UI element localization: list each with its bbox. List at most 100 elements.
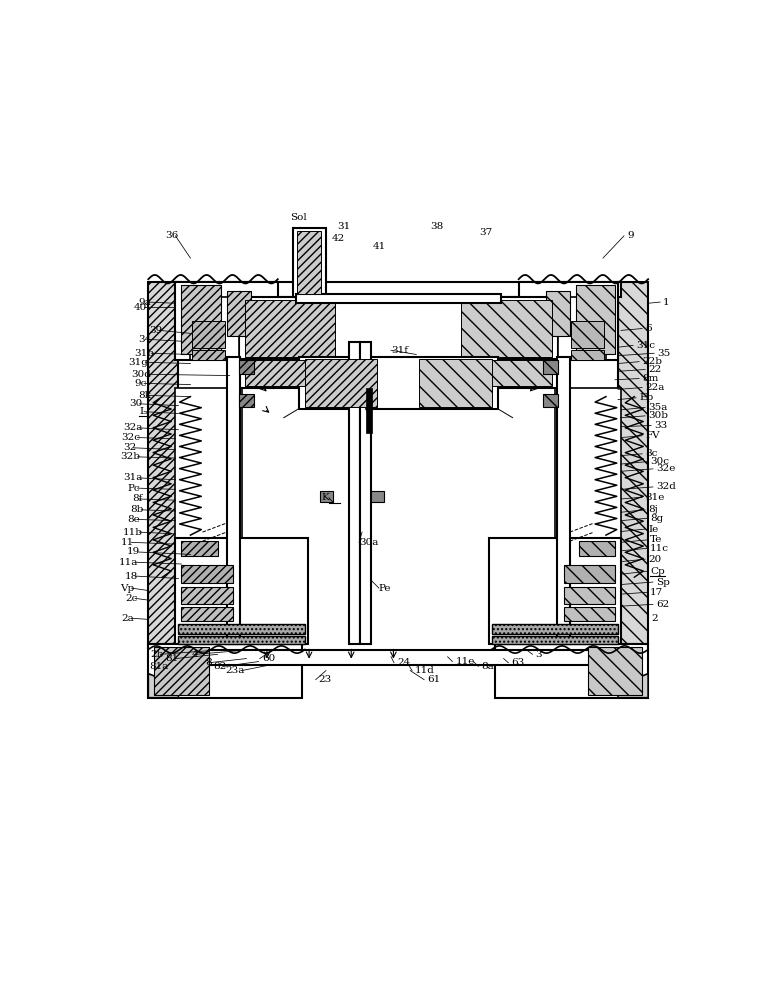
Bar <box>588 647 642 695</box>
Bar <box>542 394 558 407</box>
Text: 8c: 8c <box>645 449 657 458</box>
Text: 11b: 11b <box>122 528 142 537</box>
Text: 11d: 11d <box>415 666 435 675</box>
Bar <box>182 565 232 583</box>
Bar <box>371 491 384 502</box>
Text: 60: 60 <box>263 654 276 663</box>
Bar <box>227 357 240 644</box>
Text: 31g: 31g <box>128 358 148 367</box>
Text: Pe: Pe <box>379 584 392 593</box>
Bar <box>293 228 326 297</box>
Text: 30: 30 <box>129 399 142 408</box>
Bar <box>558 297 606 360</box>
Bar <box>555 388 621 538</box>
Text: Pc: Pc <box>128 484 141 493</box>
Text: 22: 22 <box>648 365 661 374</box>
Text: 32d: 32d <box>656 482 676 491</box>
Bar <box>571 350 605 360</box>
Text: 32b: 32b <box>120 452 141 461</box>
Bar <box>176 282 278 360</box>
Text: 11e: 11e <box>455 657 475 666</box>
Text: 8g: 8g <box>650 514 664 523</box>
Text: 39: 39 <box>149 326 162 335</box>
Text: Sol: Sol <box>291 213 307 222</box>
Text: Te: Te <box>650 535 662 544</box>
Bar <box>564 607 615 621</box>
Bar <box>420 359 492 407</box>
Text: 8k: 8k <box>138 391 152 400</box>
Text: FV: FV <box>645 431 660 440</box>
Text: 8: 8 <box>205 658 211 667</box>
Text: 30d: 30d <box>131 370 152 379</box>
Text: 31c: 31c <box>636 341 655 350</box>
Text: K: K <box>321 493 329 502</box>
Bar <box>305 359 377 407</box>
Text: Ep: Ep <box>639 393 653 402</box>
Text: 31e: 31e <box>645 493 664 502</box>
Text: 2b: 2b <box>150 650 163 659</box>
Text: 17: 17 <box>650 588 664 597</box>
Text: Vp: Vp <box>120 584 134 593</box>
Bar <box>192 350 225 360</box>
Bar <box>576 285 615 354</box>
Bar <box>296 294 500 303</box>
Text: 82: 82 <box>214 662 227 671</box>
Bar <box>492 624 618 634</box>
Polygon shape <box>365 409 372 413</box>
Bar <box>239 359 558 388</box>
Text: 6: 6 <box>645 324 652 333</box>
Bar <box>489 538 621 644</box>
Text: 31a: 31a <box>123 473 142 482</box>
Text: 35: 35 <box>657 349 671 358</box>
Text: 63: 63 <box>511 658 524 667</box>
Text: 9: 9 <box>627 231 634 240</box>
Bar <box>618 282 648 644</box>
Text: Ie: Ie <box>648 525 658 534</box>
Text: 22a: 22a <box>645 383 664 392</box>
Text: 32: 32 <box>123 443 136 452</box>
Bar <box>176 650 621 665</box>
Text: 1: 1 <box>664 298 670 307</box>
Text: 4: 4 <box>192 650 198 659</box>
Text: 8a: 8a <box>481 662 494 671</box>
Bar <box>519 282 618 360</box>
Bar <box>148 282 179 644</box>
Text: 37: 37 <box>479 228 492 237</box>
Text: 11: 11 <box>121 538 134 547</box>
Text: 8j: 8j <box>648 505 658 514</box>
Bar <box>245 360 317 386</box>
Bar <box>239 394 254 407</box>
Text: 38: 38 <box>430 222 444 231</box>
Bar <box>542 360 558 374</box>
Bar <box>192 321 225 348</box>
Text: 24: 24 <box>397 658 410 667</box>
Text: 8f: 8f <box>132 494 142 503</box>
Bar <box>299 357 497 409</box>
Text: 20: 20 <box>648 555 661 564</box>
Text: 22b: 22b <box>642 357 662 366</box>
Text: 30b: 30b <box>648 411 668 420</box>
Bar <box>479 360 552 386</box>
Text: 81: 81 <box>166 654 179 663</box>
Text: Cp: Cp <box>650 567 664 576</box>
Text: 19: 19 <box>127 547 141 556</box>
Bar <box>176 282 621 297</box>
Bar <box>239 297 558 360</box>
Text: 31b: 31b <box>134 349 155 358</box>
Bar <box>360 342 371 644</box>
Text: 62: 62 <box>656 600 669 609</box>
Text: 32a: 32a <box>123 423 142 432</box>
Text: 31f: 31f <box>391 346 408 355</box>
Text: 32e: 32e <box>656 464 675 473</box>
Text: 23a: 23a <box>225 666 245 675</box>
Text: 40: 40 <box>133 303 147 312</box>
Text: 9a: 9a <box>138 298 152 307</box>
Text: 11c: 11c <box>650 544 669 553</box>
Bar <box>227 291 251 336</box>
Bar <box>495 644 648 698</box>
Bar <box>179 624 305 634</box>
Text: 34: 34 <box>138 335 152 344</box>
Text: 8e: 8e <box>127 515 141 524</box>
Text: 32c: 32c <box>121 433 141 442</box>
Text: 2a: 2a <box>122 614 134 623</box>
